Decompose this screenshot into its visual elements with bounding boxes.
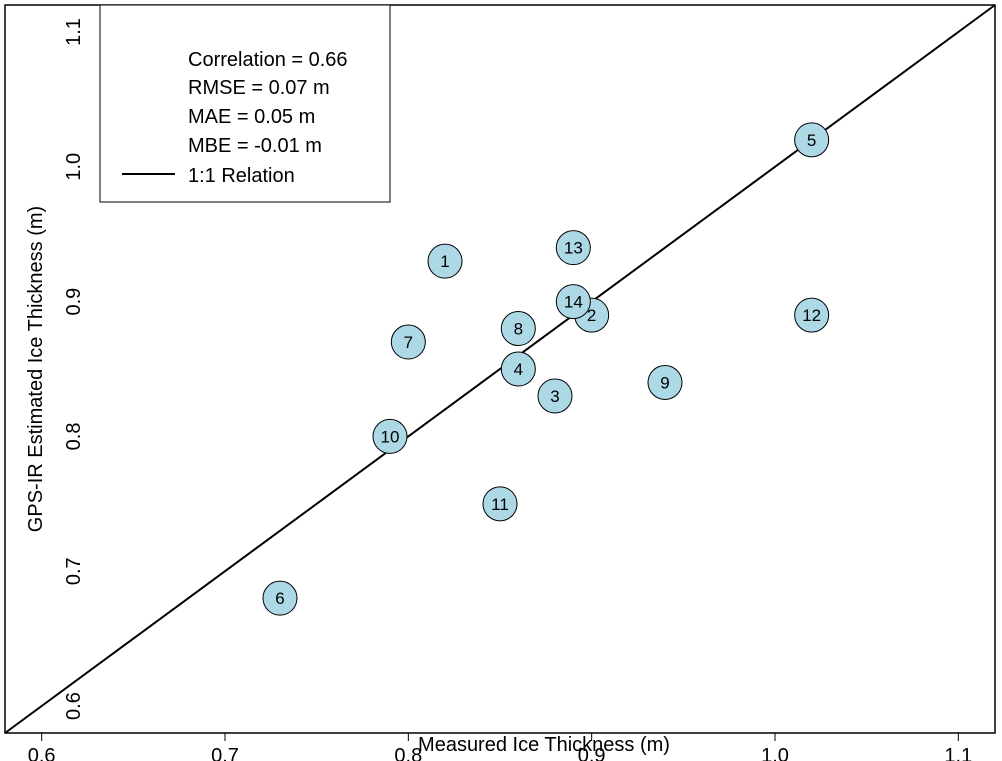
point-marker bbox=[794, 297, 830, 333]
point-label: 7 bbox=[404, 333, 413, 352]
legend-rmse: RMSE = 0.07 m bbox=[188, 77, 330, 99]
point-label: 3 bbox=[550, 387, 559, 406]
point-marker bbox=[482, 486, 518, 522]
data-point-10: 10 bbox=[372, 418, 408, 454]
point-marker bbox=[372, 418, 408, 454]
data-point-7: 7 bbox=[390, 324, 426, 360]
x-tick-label: 0.6 bbox=[28, 745, 56, 761]
point-marker bbox=[427, 243, 463, 279]
legend-correlation: Correlation = 0.66 bbox=[188, 49, 348, 71]
point-label: 4 bbox=[514, 360, 523, 379]
data-point-4: 4 bbox=[500, 351, 536, 387]
y-tick-label: 1.0 bbox=[63, 153, 85, 181]
x-axis-label: Measured Ice Thickness (m) bbox=[418, 734, 670, 756]
legend-mae: MAE = 0.05 m bbox=[188, 106, 315, 128]
point-marker bbox=[555, 230, 591, 266]
y-tick-label: 0.8 bbox=[63, 423, 85, 451]
y-tick-label: 1.1 bbox=[63, 18, 85, 46]
point-label: 8 bbox=[514, 320, 523, 339]
point-marker bbox=[500, 351, 536, 387]
one-to-one-line bbox=[4, 4, 996, 734]
y-tick-label: 0.9 bbox=[63, 288, 85, 316]
point-marker bbox=[390, 324, 426, 360]
data-point-13: 13 bbox=[555, 230, 591, 266]
x-axis: 0.6 0.7 0.8 0.9 1.0 1.1 bbox=[28, 733, 972, 761]
point-marker bbox=[647, 364, 683, 400]
point-marker bbox=[537, 378, 573, 414]
y-tick-label: 0.6 bbox=[63, 692, 85, 720]
legend-mbe: MBE = -0.01 m bbox=[188, 135, 322, 157]
y-tick-label: 0.7 bbox=[63, 557, 85, 585]
legend-line-label: 1:1 Relation bbox=[188, 165, 295, 187]
x-tick-label: 1.1 bbox=[944, 745, 972, 761]
data-point-6: 6 bbox=[262, 580, 298, 616]
data-point-1: 1 bbox=[427, 243, 463, 279]
point-label: 5 bbox=[807, 131, 816, 150]
legend-box bbox=[99, 4, 391, 203]
data-point-3: 3 bbox=[537, 378, 573, 414]
point-label: 2 bbox=[587, 306, 596, 325]
data-point-5: 5 bbox=[794, 122, 830, 158]
point-label: 9 bbox=[660, 373, 669, 392]
point-label: 12 bbox=[802, 306, 821, 325]
point-label: 14 bbox=[564, 293, 583, 312]
y-axis: 0.6 0.7 0.8 0.9 1.0 1.1 bbox=[63, 18, 85, 720]
data-point-14: 14 bbox=[555, 284, 591, 320]
point-label: 1 bbox=[440, 252, 449, 271]
point-label: 11 bbox=[491, 495, 509, 514]
point-marker bbox=[555, 284, 591, 320]
point-label: 6 bbox=[275, 589, 284, 608]
y-axis-label: GPS-IR Estimated Ice Thickness (m) bbox=[25, 206, 47, 532]
x-tick-label: 0.8 bbox=[394, 745, 422, 761]
point-label: 10 bbox=[381, 427, 400, 446]
plot-frame bbox=[4, 4, 996, 734]
data-point-9: 9 bbox=[647, 364, 683, 400]
point-marker bbox=[262, 580, 298, 616]
x-tick-label: 0.7 bbox=[211, 745, 239, 761]
x-tick-label: 0.9 bbox=[578, 745, 606, 761]
point-label: 13 bbox=[564, 239, 583, 258]
point-marker bbox=[794, 122, 830, 158]
data-point-11: 11 bbox=[482, 486, 518, 522]
point-marker bbox=[500, 311, 536, 347]
data-point-8: 8 bbox=[500, 311, 536, 347]
legend: Correlation = 0.66 RMSE = 0.07 m MAE = 0… bbox=[99, 4, 391, 203]
data-point-12: 12 bbox=[794, 297, 830, 333]
x-tick-label: 1.0 bbox=[761, 745, 789, 761]
